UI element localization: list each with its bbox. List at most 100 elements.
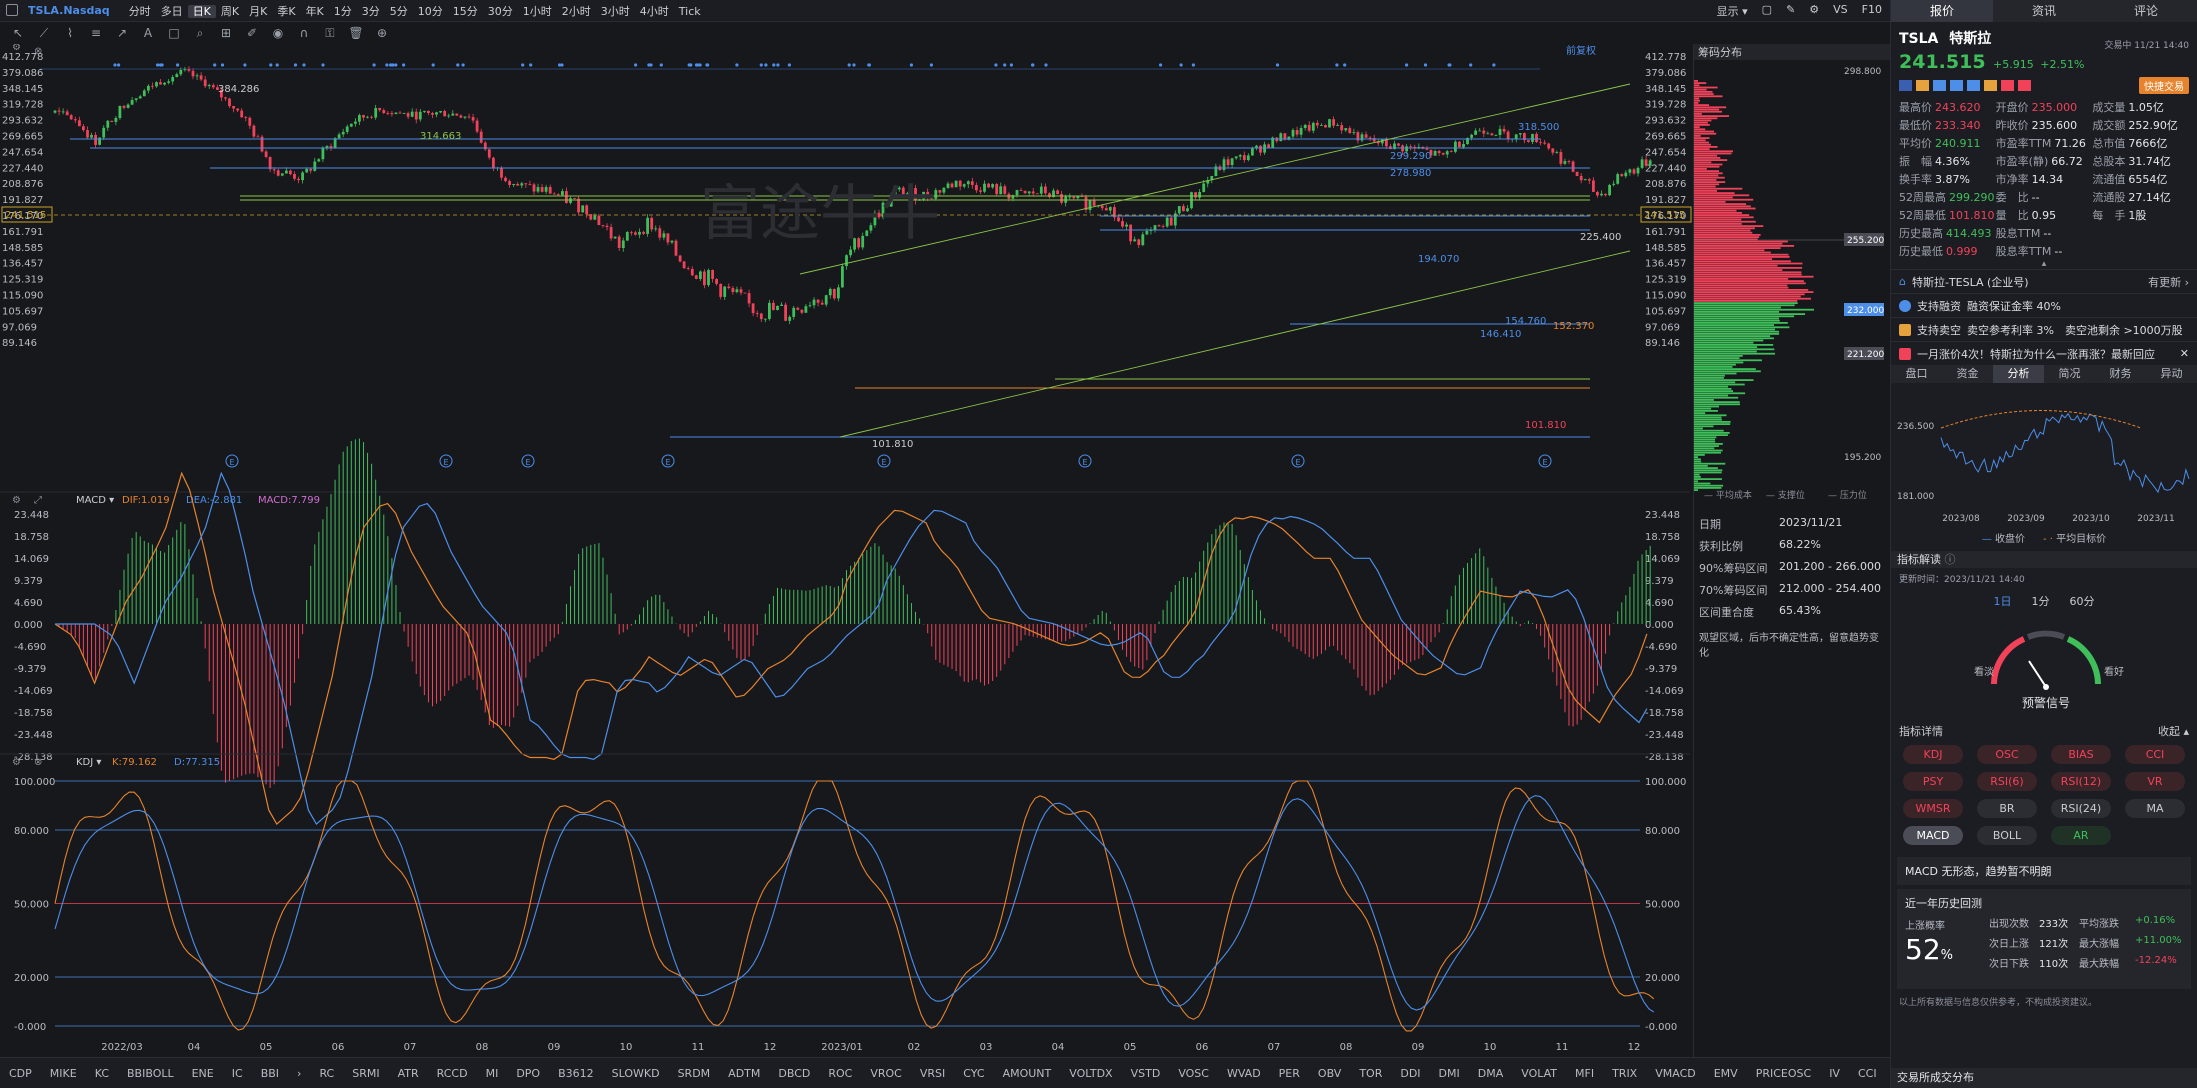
period-tab-10[interactable]: 10分 [417,4,443,18]
indicator-tab-7[interactable]: › [297,1066,302,1080]
indicator-tab-15[interactable]: SLOWKD [611,1066,660,1080]
help-icon[interactable]: ⓘ [1944,553,1956,566]
indicator-tab-41[interactable]: CCI [1857,1066,1877,1080]
indicator-tab-18[interactable]: DBCD [778,1066,811,1080]
kline-chart[interactable]: ⚙ ⊗ 前复权 412.778 412.778 379.086 379.086 348.145… [0,44,1693,1057]
period-tab-8[interactable]: 3分 [361,4,380,18]
analysis-tab-1[interactable]: 资金 [1956,367,1979,380]
indicator-chip-wmsr[interactable]: WMSR [1903,799,1963,818]
indicator-tab-10[interactable]: ATR [397,1066,419,1080]
period-tab-16[interactable]: 4小时 [639,4,669,18]
globe-icon[interactable]: ⊕ [376,26,388,40]
search-icon[interactable]: ⌕ [196,25,204,40]
eye-icon[interactable]: ◉ [272,26,284,40]
indicator-tab-16[interactable]: SRDM [677,1066,711,1080]
collapse-arrow-icon[interactable]: ▴ [2041,259,2047,269]
indicator-tab-34[interactable]: VOLAT [1521,1066,1558,1080]
period-tab-17[interactable]: Tick [678,4,701,18]
indicator-tab-40[interactable]: IV [1829,1066,1840,1080]
indicator-chip-boll[interactable]: BOLL [1977,826,2037,845]
analysis-tab-2[interactable]: 分析 [1993,365,2044,383]
period-tab-3[interactable]: 周K [220,4,240,18]
indicator-tab-20[interactable]: VROC [870,1066,902,1080]
quote-tab-0[interactable]: 报价 [1891,0,1993,22]
brush-icon[interactable]: ✐ [246,26,258,40]
period-tab-5[interactable]: 季K [277,4,296,18]
indicator-tab-22[interactable]: CYC [963,1066,985,1080]
indicator-tab-32[interactable]: DMI [1438,1066,1460,1080]
indicator-tab-38[interactable]: EMV [1713,1066,1738,1080]
cursor-icon[interactable]: ↖ [12,26,24,40]
rect-tool-icon[interactable]: □ [168,26,180,40]
indicator-tab-28[interactable]: PER [1278,1066,1300,1080]
menu-icon[interactable] [6,4,18,16]
indicator-chip-osc[interactable]: OSC [1977,745,2037,764]
indicator-tab-39[interactable]: PRICEOSC [1755,1066,1812,1080]
polyline-icon[interactable]: ⌇ [67,26,73,40]
indicator-tab-24[interactable]: VOLTDX [1069,1066,1113,1080]
indicator-chip-kdj[interactable]: KDJ [1903,745,1963,764]
indicator-tab-12[interactable]: MI [485,1066,499,1080]
analysis-tab-0[interactable]: 盘口 [1905,367,1928,380]
gauge-period-2[interactable]: 60分 [2069,595,2095,608]
text-tool-icon[interactable]: A [143,26,153,40]
indicator-tab-9[interactable]: SRMI [352,1066,380,1080]
indicator-tab-5[interactable]: IC [231,1066,243,1080]
heart-icon[interactable] [2018,80,2031,91]
symbol-label[interactable]: TSLA.Nasdaq [28,4,110,17]
vs-button[interactable]: VS [1833,3,1848,16]
indicator-tab-13[interactable]: DPO [516,1066,541,1080]
indicator-chip-psy[interactable]: PSY [1903,772,1963,791]
lock-icon[interactable]: ⚿ [325,25,335,40]
indicator-chip-rsi12[interactable]: RSI(12) [2051,772,2111,791]
analysis-tab-4[interactable]: 财务 [2109,367,2132,380]
collapse-button[interactable]: 收起 ▴ [2157,725,2189,738]
indicator-tab-21[interactable]: VRSI [919,1066,946,1080]
company-row[interactable]: ⌂ 特斯拉-TESLA (企业号) 有更新 › [1891,269,2197,293]
pen-icon[interactable]: ✎ [1786,3,1796,16]
indicator-tab-29[interactable]: OBV [1317,1066,1342,1080]
indicator-tab-23[interactable]: AMOUNT [1002,1066,1052,1080]
period-tab-7[interactable]: 1分 [333,4,352,18]
period-tab-11[interactable]: 15分 [452,4,478,18]
period-tab-14[interactable]: 2小时 [561,4,591,18]
layout-icon[interactable]: ▢ [1761,3,1773,16]
quote-tab-2[interactable]: 评论 [2133,4,2158,18]
period-tab-1[interactable]: 多日 [160,4,183,18]
indicator-chip-ma[interactable]: MA [2125,799,2185,818]
period-tab-12[interactable]: 30分 [487,4,513,18]
arrow-tool-icon[interactable]: ↗ [116,26,128,40]
line-tool-icon[interactable]: ⟋ [39,25,49,40]
indicator-tab-35[interactable]: MFI [1575,1066,1595,1080]
indicator-chip-ar[interactable]: AR [2051,826,2111,845]
quote-tab-1[interactable]: 资讯 [2031,4,2056,18]
indicator-tab-25[interactable]: VSTD [1130,1066,1161,1080]
indicator-tab-6[interactable]: BBI [260,1066,280,1080]
indicator-tab-8[interactable]: RC [319,1066,335,1080]
indicator-tab-4[interactable]: ENE [191,1066,214,1080]
indicator-tab-14[interactable]: B3612 [558,1066,594,1080]
period-tab-9[interactable]: 5分 [389,4,408,18]
quick-trade-button[interactable]: 快捷交易 [2139,77,2189,94]
fib-icon[interactable]: ≡ [90,26,102,40]
display-menu[interactable]: 显示 ▾ [1716,5,1748,18]
period-tab-15[interactable]: 3小时 [600,4,630,18]
period-tab-2[interactable]: 日K [187,4,216,18]
indicator-tab-36[interactable]: TRIX [1612,1066,1638,1080]
indicator-chip-vr[interactable]: VR [2125,772,2185,791]
analysis-tab-3[interactable]: 简况 [2058,367,2081,380]
gauge-period-0[interactable]: 1日 [1993,595,2012,608]
indicator-chip-cci[interactable]: CCI [2125,745,2185,764]
trash-icon[interactable]: 🗑 [348,26,364,40]
news-headline[interactable]: 一月涨价4次！特斯拉为什么一涨再涨？最新回应 [1917,347,2155,361]
indicator-tab-0[interactable]: CDP [9,1066,32,1080]
period-tab-0[interactable]: 分时 [128,4,151,18]
indicator-chip-br[interactable]: BR [1977,799,2037,818]
magnet-icon[interactable]: ∩ [299,26,309,40]
indicator-tab-26[interactable]: VOSC [1178,1066,1209,1080]
f10-button[interactable]: F10 [1861,3,1882,16]
indicator-chip-bias[interactable]: BIAS [2051,745,2111,764]
measure-icon[interactable]: ⊞ [220,26,232,40]
news-row[interactable]: 一月涨价4次！特斯拉为什么一涨再涨？最新回应 ✕ [1891,341,2197,365]
period-tab-13[interactable]: 1小时 [522,4,552,18]
